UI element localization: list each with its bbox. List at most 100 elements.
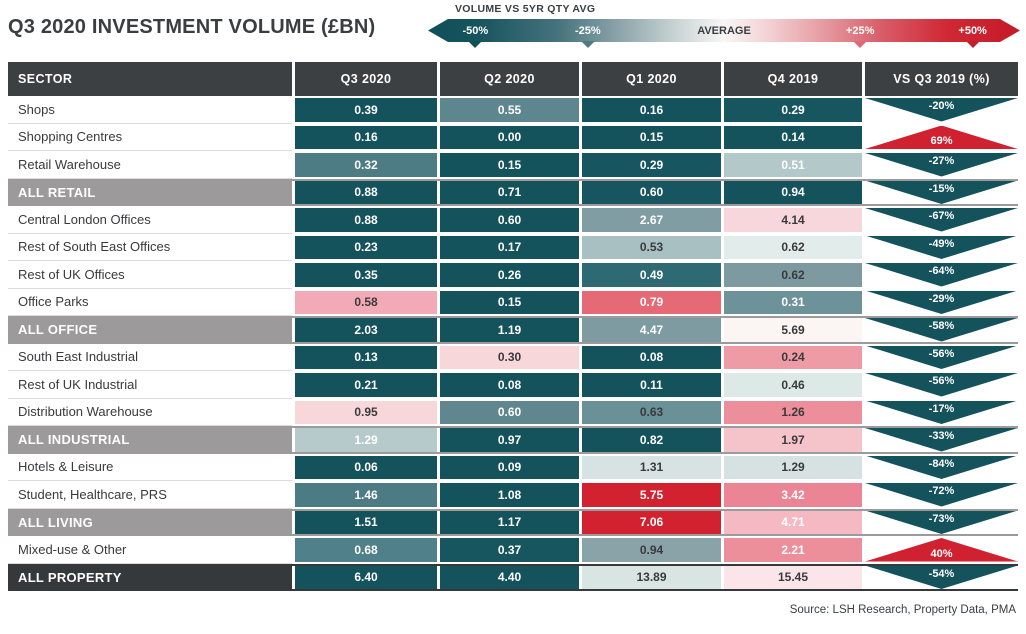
- sector-cell: Rest of UK Offices: [8, 261, 292, 289]
- value-cell: 0.37: [437, 538, 579, 562]
- sector-cell: ALL INDUSTRIAL: [18, 432, 130, 448]
- value-cell: 0.49: [579, 263, 721, 287]
- value-cell: 0.24: [721, 345, 862, 369]
- value-cell: 0.29: [721, 98, 862, 122]
- decrease-triangle: -67%: [865, 208, 1018, 232]
- value-cell: 0.60: [437, 208, 579, 232]
- value-cell: 0.94: [579, 538, 721, 562]
- value-cell: 7.06: [579, 510, 721, 534]
- value-cell: 0.23: [292, 235, 437, 259]
- value-cell: 4.40: [437, 565, 579, 589]
- change-value: -49%: [928, 237, 955, 250]
- change-cell: 40%: [862, 538, 1018, 562]
- value-cell: 13.89: [579, 565, 721, 589]
- value-cell: 0.79: [579, 290, 721, 314]
- change-cell: -56%: [862, 345, 1018, 369]
- value-cell: 0.62: [721, 235, 862, 259]
- value-cell: 0.46: [721, 373, 862, 397]
- change-cell: -54%: [862, 565, 1018, 589]
- legend-scale-label: +25%: [845, 24, 875, 37]
- value-cell: 0.32: [292, 153, 437, 177]
- change-value: -15%: [928, 182, 955, 195]
- change-cell: -84%: [862, 455, 1018, 479]
- value-cell: 1.29: [292, 428, 437, 452]
- sector-cell: ALL PROPERTY: [18, 569, 122, 585]
- change-cell: -56%: [862, 373, 1018, 397]
- decrease-triangle: -20%: [865, 98, 1018, 122]
- table-row: Student, Healthcare, PRS 1.46 1.08 5.75 3.42…: [8, 481, 1018, 509]
- sector-cell: Retail Warehouse: [8, 151, 292, 179]
- change-value: -56%: [928, 347, 955, 360]
- value-cell: 2.03: [292, 318, 437, 342]
- legend-notches: [428, 41, 1020, 49]
- change-value: 69%: [930, 135, 953, 147]
- change-value: -20%: [928, 100, 955, 112]
- table-row: Rest of UK Offices 0.35 0.26 0.49 0.62 -64%: [8, 261, 1018, 289]
- legend-label: VOLUME VS 5YR QTY AVG: [455, 3, 596, 15]
- value-cell: 0.35: [292, 263, 437, 287]
- value-cell: 0.16: [579, 98, 721, 122]
- value-cell: 0.17: [437, 235, 579, 259]
- value-cell: 1.46: [292, 483, 437, 507]
- value-cell: 0.21: [292, 373, 437, 397]
- value-cell: 6.40: [292, 565, 437, 589]
- value-cell: 0.60: [437, 400, 579, 424]
- decrease-triangle: -49%: [865, 235, 1018, 259]
- change-cell: -67%: [862, 208, 1018, 232]
- table-row: Retail Warehouse 0.32 0.15 0.29 0.51 -27%: [8, 151, 1018, 179]
- table-row: Shops 0.39 0.55 0.16 0.29 -20%: [8, 96, 1018, 124]
- value-cell: 1.97: [721, 428, 862, 452]
- source-note: Source: LSH Research, Property Data, PMA: [789, 604, 1016, 616]
- table-row: Distribution Warehouse 0.95 0.60 0.63 1.26 -1…: [8, 398, 1018, 426]
- value-cell: 0.30: [437, 345, 579, 369]
- value-cell: 0.55: [437, 98, 579, 122]
- value-cell: 0.63: [579, 400, 721, 424]
- value-cell: 0.94: [721, 180, 862, 204]
- value-cell: 1.26: [721, 400, 862, 424]
- legend-notch: [965, 41, 980, 48]
- value-cell: 0.15: [579, 125, 721, 149]
- column-header: Q4 2019: [721, 62, 862, 96]
- value-cell: 1.17: [437, 510, 579, 534]
- sector-cell: Distribution Warehouse: [8, 399, 292, 426]
- table-row: ALL RETAIL 0.88 0.71 0.60 0.94 -15%: [8, 178, 1018, 206]
- legend-notch: [580, 41, 595, 48]
- change-cell: -20%: [862, 98, 1018, 122]
- value-cell: 0.31: [721, 290, 862, 314]
- decrease-triangle: -64%: [865, 263, 1018, 287]
- change-cell: -33%: [862, 428, 1018, 452]
- value-cell: 15.45: [721, 565, 862, 589]
- decrease-triangle: -56%: [865, 373, 1018, 397]
- decrease-triangle: -84%: [865, 455, 1018, 479]
- value-cell: 2.67: [579, 208, 721, 232]
- table-row: Central London Offices 0.88 0.60 2.67 4.14 -6…: [8, 206, 1018, 234]
- page-title: Q3 2020 INVESTMENT VOLUME (£BN): [8, 16, 376, 38]
- sector-cell: ALL LIVING: [18, 514, 93, 530]
- value-cell: 1.19: [437, 318, 579, 342]
- legend-notch: [853, 41, 868, 48]
- column-header: Q2 2020: [437, 62, 579, 96]
- increase-triangle: 69%: [865, 125, 1018, 149]
- change-cell: -64%: [862, 263, 1018, 287]
- sector-cell: Rest of South East Offices: [8, 234, 292, 261]
- change-value: -33%: [928, 430, 955, 442]
- table-row: ALL LIVING 1.51 1.17 7.06 4.71 -73%: [8, 508, 1018, 536]
- value-cell: 0.58: [292, 290, 437, 314]
- value-cell: 1.29: [721, 455, 862, 479]
- table-header-row: SECTOR Q3 2020 Q2 2020 Q1 2020 Q4 2019 VS Q3 …: [8, 62, 1018, 96]
- change-value: -54%: [928, 567, 955, 580]
- table-row: Office Parks 0.58 0.15 0.79 0.31 -29%: [8, 288, 1018, 316]
- sector-cell: ALL OFFICE: [18, 322, 98, 338]
- value-cell: 0.60: [579, 180, 721, 204]
- value-cell: 0.39: [292, 98, 437, 122]
- change-cell: -27%: [862, 153, 1018, 177]
- change-cell: -29%: [862, 290, 1018, 314]
- value-cell: 0.11: [579, 373, 721, 397]
- sector-cell: Student, Healthcare, PRS: [8, 481, 292, 509]
- value-cell: 3.42: [721, 483, 862, 507]
- decrease-triangle: -58%: [865, 318, 1018, 342]
- value-cell: 5.75: [579, 483, 721, 507]
- decrease-triangle: -72%: [865, 483, 1018, 507]
- value-cell: 0.08: [579, 345, 721, 369]
- change-value: -64%: [928, 265, 955, 277]
